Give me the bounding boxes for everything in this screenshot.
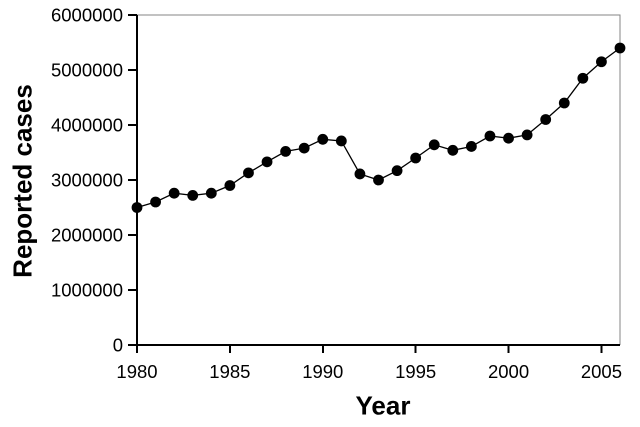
plot-border bbox=[137, 14, 621, 345]
data-point bbox=[335, 135, 347, 147]
y-tick-label: 0 bbox=[113, 335, 123, 356]
data-point bbox=[317, 133, 329, 145]
data-point bbox=[131, 202, 143, 213]
data-point bbox=[614, 42, 626, 54]
y-tick-label: 5000000 bbox=[51, 60, 123, 81]
data-point bbox=[280, 146, 292, 157]
x-tick-label: 1995 bbox=[395, 361, 436, 382]
data-point bbox=[224, 180, 236, 191]
data-point bbox=[150, 196, 161, 208]
y-tick-label: 2000000 bbox=[51, 225, 123, 246]
data-point bbox=[577, 72, 589, 84]
data-point bbox=[410, 152, 422, 164]
data-point bbox=[558, 97, 570, 109]
data-point bbox=[465, 141, 477, 152]
data-point bbox=[521, 129, 533, 141]
data-point bbox=[261, 156, 273, 168]
data-point bbox=[243, 167, 254, 179]
data-point bbox=[447, 144, 459, 156]
x-tick-label: 1985 bbox=[209, 361, 250, 382]
data-point bbox=[540, 114, 552, 125]
data-point bbox=[373, 174, 384, 186]
data-point bbox=[428, 139, 440, 151]
x-tick-label: 2000 bbox=[488, 361, 529, 382]
data-point bbox=[187, 190, 199, 201]
data-point bbox=[298, 142, 310, 154]
data-point bbox=[391, 165, 403, 177]
data-point bbox=[484, 130, 496, 142]
y-tick-label: 4000000 bbox=[51, 115, 123, 136]
data-point bbox=[596, 56, 607, 68]
y-tick-label: 6000000 bbox=[51, 5, 123, 26]
x-tick-label: 1980 bbox=[116, 361, 157, 382]
y-tick-label: 3000000 bbox=[51, 170, 123, 191]
data-point bbox=[168, 187, 180, 199]
y-axis-title: Reported cases bbox=[7, 84, 38, 278]
x-axis-title: Year bbox=[355, 390, 411, 421]
y-tick-label: 1000000 bbox=[51, 280, 123, 301]
data-point bbox=[503, 132, 514, 144]
x-tick-label: 1990 bbox=[302, 361, 343, 382]
data-point bbox=[205, 187, 217, 199]
data-point bbox=[354, 168, 366, 180]
x-tick-label: 2005 bbox=[581, 361, 622, 382]
